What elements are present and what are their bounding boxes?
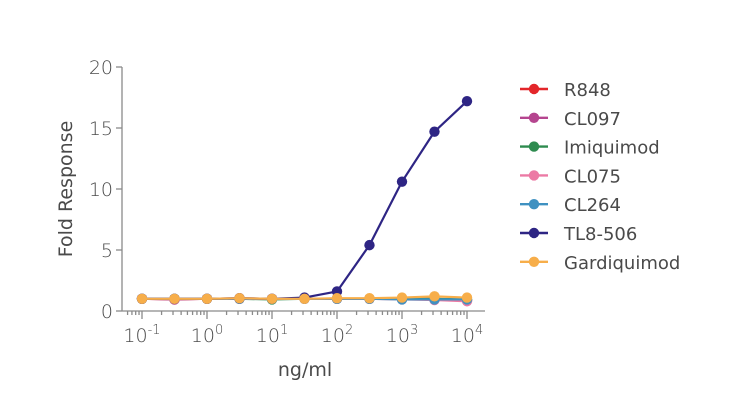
data-point <box>364 239 375 251</box>
legend-label: Gardiquimod <box>564 253 680 274</box>
legend-label: CL075 <box>564 166 621 187</box>
plot-area <box>136 95 473 307</box>
legend-item: Imiquimod <box>520 138 660 159</box>
data-point <box>396 176 408 187</box>
data-point <box>299 293 310 304</box>
data-point <box>331 292 343 304</box>
x-axis: 10-1 100 101 102 103 104 <box>122 310 485 347</box>
legend-item: TL8-506 <box>520 224 637 245</box>
legend-label: CL264 <box>564 195 621 216</box>
legend-label: TL8-506 <box>563 224 637 245</box>
y-tick-label: 0 <box>101 301 113 323</box>
y-tick-label: 10 <box>89 179 113 201</box>
legend-item: CL097 <box>520 109 621 130</box>
x-tick-label: 10-1 <box>123 323 160 347</box>
x-tick-label: 104 <box>451 323 483 347</box>
data-point <box>461 292 473 303</box>
series-tl8-506 <box>136 95 473 304</box>
x-tick-label: 101 <box>256 323 288 347</box>
data-point <box>234 292 245 304</box>
data-point <box>266 293 278 304</box>
y-tick-label: 15 <box>89 118 113 140</box>
y-axis-title: Fold Response <box>55 121 77 258</box>
y-axis: 0 5 10 15 20 <box>89 57 123 323</box>
data-point <box>169 293 180 304</box>
data-point <box>429 291 440 302</box>
legend-item: CL075 <box>520 166 621 187</box>
x-tick-label: 102 <box>321 323 353 347</box>
legend-item: R848 <box>520 80 611 101</box>
legend-label: R848 <box>564 80 611 101</box>
x-tick-label: 100 <box>191 323 223 347</box>
data-point <box>136 293 148 304</box>
data-point <box>364 292 375 304</box>
data-point <box>461 95 473 107</box>
data-point <box>396 292 408 303</box>
legend-label: CL097 <box>564 109 621 130</box>
y-tick-label: 5 <box>101 240 113 262</box>
legend: R848 CL097 Imiquimod CL075 CL264 TL8-506 Gardi… <box>520 80 680 274</box>
series-gardiquimod <box>136 291 473 304</box>
data-point <box>201 293 213 304</box>
legend-item: Gardiquimod <box>520 253 680 274</box>
y-tick-label: 20 <box>89 57 113 79</box>
legend-label: Imiquimod <box>564 138 660 159</box>
data-point <box>429 126 440 137</box>
x-axis-title: ng/ml <box>278 359 332 381</box>
x-tick-label: 103 <box>386 323 418 347</box>
legend-item: CL264 <box>520 195 621 216</box>
